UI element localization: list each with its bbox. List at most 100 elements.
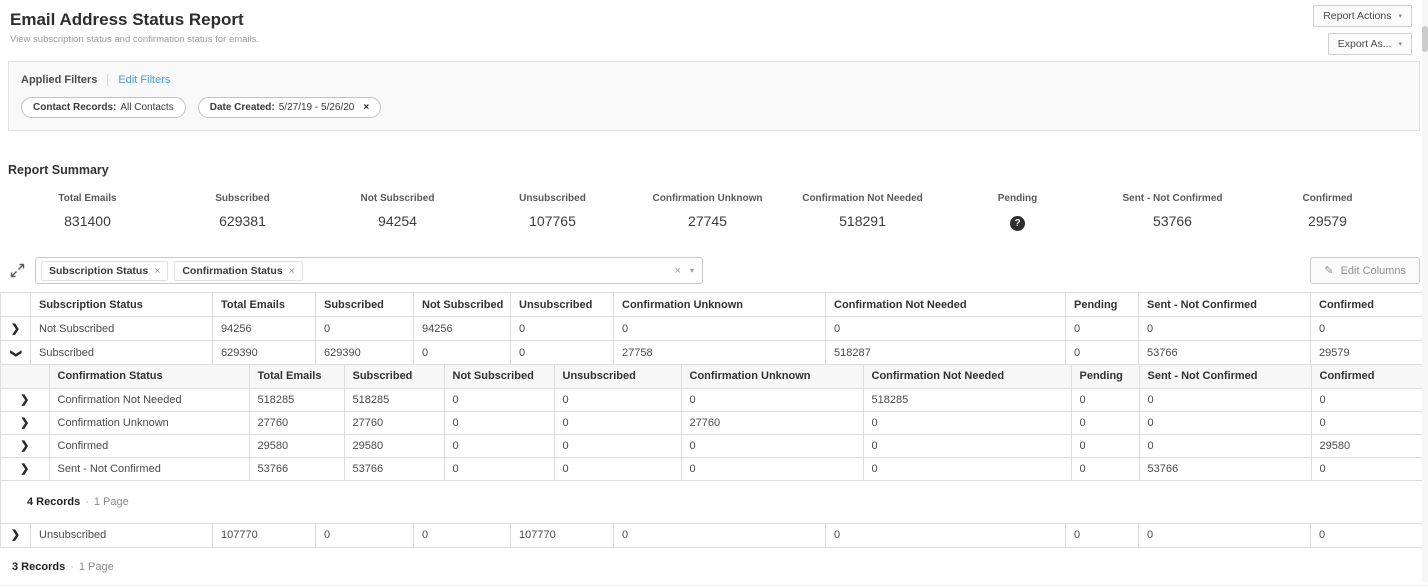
table-cell: 0: [681, 388, 863, 411]
column-header[interactable]: Not Subscribed: [444, 365, 554, 388]
column-header[interactable]: Confirmed: [1311, 365, 1428, 388]
table-cell: 0: [554, 434, 681, 457]
column-header[interactable]: Subscribed: [344, 365, 444, 388]
stat-unsubscribed: Unsubscribed 107765: [475, 193, 630, 231]
remove-group-icon[interactable]: ×: [289, 265, 295, 277]
table-cell: 0: [1311, 523, 1428, 547]
table-cell: 0: [826, 523, 1066, 547]
records-count: 4 Records: [27, 496, 80, 508]
table-cell: 0: [1139, 434, 1311, 457]
stat-label: Not Subscribed: [320, 193, 475, 204]
column-header[interactable]: Total Emails: [249, 365, 344, 388]
group-tag-confirmation-status[interactable]: Confirmation Status ×: [174, 261, 302, 281]
report-summary: Report Summary Total Emails 831400 Subsc…: [8, 163, 1420, 231]
row-label: Not Subscribed: [31, 317, 213, 341]
report-actions-button[interactable]: Report Actions ▾: [1313, 5, 1412, 27]
column-header[interactable]: Sent - Not Confirmed: [1139, 293, 1311, 317]
column-header[interactable]: Total Emails: [213, 293, 316, 317]
column-header[interactable]: Confirmation Status: [49, 365, 249, 388]
column-header[interactable]: Subscribed: [316, 293, 414, 317]
page-subtitle: View subscription status and confirmatio…: [10, 34, 1414, 45]
table-cell: 0: [681, 457, 863, 480]
column-header[interactable]: Not Subscribed: [414, 293, 511, 317]
page-title: Email Address Status Report: [10, 10, 1414, 30]
edit-filters-link[interactable]: Edit Filters: [118, 74, 170, 86]
column-header[interactable]: Pending: [1066, 293, 1139, 317]
group-tag-subscription-status[interactable]: Subscription Status ×: [41, 261, 168, 281]
chevron-right-icon[interactable]: ❯: [11, 324, 20, 335]
column-header[interactable]: Confirmation Not Needed: [863, 365, 1071, 388]
table-cell: 0: [1139, 317, 1311, 341]
stat-confirmed: Confirmed 29579: [1250, 193, 1405, 231]
chevron-down-icon[interactable]: ❯: [10, 348, 21, 357]
applied-filters-label: Applied Filters: [21, 74, 97, 86]
column-header[interactable]: Unsubscribed: [554, 365, 681, 388]
summary-stats: Total Emails 831400 Subscribed 629381 No…: [10, 193, 1420, 231]
clear-selection-icon[interactable]: ×: [675, 265, 681, 277]
row-label: Confirmation Not Needed: [49, 388, 249, 411]
table-cell: 518287: [826, 341, 1066, 365]
chevron-right-icon[interactable]: ❯: [20, 464, 29, 475]
chevron-right-icon[interactable]: ❯: [20, 418, 29, 429]
row-label: Sent - Not Confirmed: [49, 457, 249, 480]
scrollbar-thumb[interactable]: [1422, 26, 1428, 52]
table-cell: 29580: [249, 434, 344, 457]
column-header[interactable]: Subscription Status: [31, 293, 213, 317]
edit-columns-button[interactable]: ✎ Edit Columns: [1310, 257, 1420, 284]
filters-divider: [107, 74, 108, 86]
stat-value: 518291: [785, 213, 940, 229]
table-cell: 0: [1139, 411, 1311, 434]
pending-help-icon[interactable]: ?: [1010, 216, 1025, 231]
page-count: 1 Page: [79, 561, 114, 573]
column-header[interactable]: Unsubscribed: [511, 293, 614, 317]
chevron-right-icon[interactable]: ❯: [20, 441, 29, 452]
table-records-summary: 3 Records · 1 Page: [0, 548, 1428, 585]
nested-section-cell: Confirmation Status Total Emails Subscri…: [1, 365, 1428, 524]
page-count: 1 Page: [94, 496, 129, 508]
stat-value: ?: [940, 213, 1095, 231]
export-as-button[interactable]: Export As... ▾: [1328, 33, 1412, 55]
stat-value: 29579: [1250, 213, 1405, 229]
remove-filter-icon[interactable]: ×: [363, 102, 369, 113]
applied-filters-header: Applied Filters Edit Filters: [21, 70, 1407, 97]
row-expander-cell: ❯: [1, 341, 31, 365]
column-header[interactable]: Confirmation Unknown: [614, 293, 826, 317]
chevron-right-icon[interactable]: ❯: [20, 395, 29, 406]
remove-group-icon[interactable]: ×: [154, 265, 160, 277]
report-actions-label: Report Actions: [1323, 10, 1391, 22]
filter-chip-contact-records[interactable]: Contact Records: All Contacts: [21, 97, 186, 118]
table-cell: 0: [316, 523, 414, 547]
stat-sent-not-confirmed: Sent - Not Confirmed 53766: [1095, 193, 1250, 231]
table-cell: 29579: [1311, 341, 1428, 365]
header-actions: Report Actions ▾ Export As... ▾: [1313, 5, 1412, 55]
nested-row-confirmed: ❯ Confirmed 29580 29580 0 0 0 0 0 0 2958…: [1, 434, 1428, 457]
row-expander-cell: ❯: [1, 411, 49, 434]
stat-value: 94254: [320, 213, 475, 229]
stat-confirmation-unknown: Confirmation Unknown 27745: [630, 193, 785, 231]
column-header[interactable]: Pending: [1071, 365, 1139, 388]
stat-label: Total Emails: [10, 193, 165, 204]
group-tag-label: Confirmation Status: [182, 265, 282, 277]
column-header[interactable]: Confirmation Unknown: [681, 365, 863, 388]
table-cell: 0: [863, 411, 1071, 434]
records-separator: ·: [70, 561, 74, 573]
scrollbar-track[interactable]: [1422, 0, 1428, 582]
expand-collapse-all-icon[interactable]: [10, 263, 26, 279]
filter-chip-date-created[interactable]: Date Created: 5/27/19 - 5/26/20 ×: [198, 97, 382, 118]
table-cell: 0: [511, 341, 614, 365]
table-cell: 53766: [1139, 341, 1311, 365]
grouping-multiselect[interactable]: Subscription Status × Confirmation Statu…: [35, 257, 703, 284]
dropdown-caret-icon[interactable]: ▾: [690, 266, 694, 275]
stat-pending: Pending ?: [940, 193, 1095, 231]
chevron-right-icon[interactable]: ❯: [11, 530, 20, 541]
table-cell: 53766: [1139, 457, 1311, 480]
stat-label: Subscribed: [165, 193, 320, 204]
table-cell: 53766: [344, 457, 444, 480]
nested-row-confirmation-unknown: ❯ Confirmation Unknown 27760 27760 0 0 2…: [1, 411, 1428, 434]
column-header[interactable]: Sent - Not Confirmed: [1139, 365, 1311, 388]
table-cell: 0: [1311, 317, 1428, 341]
table-cell: 0: [1311, 411, 1428, 434]
column-header[interactable]: Confirmed: [1311, 293, 1428, 317]
column-header[interactable]: Confirmation Not Needed: [826, 293, 1066, 317]
table-row-not-subscribed: ❯ Not Subscribed 94256 0 94256 0 0 0 0 0…: [1, 317, 1428, 341]
